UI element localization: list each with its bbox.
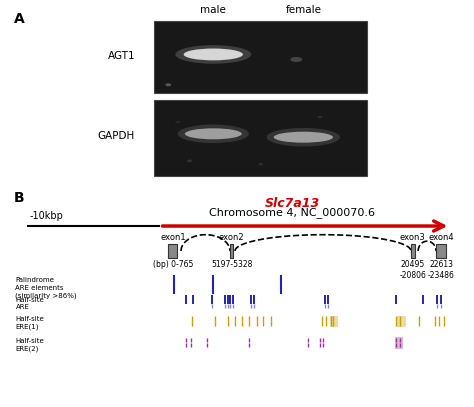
Ellipse shape (318, 116, 322, 118)
Text: AGT1: AGT1 (108, 51, 135, 61)
Ellipse shape (165, 83, 171, 86)
Text: B: B (14, 191, 25, 205)
Bar (168, 244, 177, 258)
Bar (436, 244, 447, 258)
Ellipse shape (178, 125, 249, 143)
Text: female: female (285, 5, 321, 15)
Text: male: male (201, 5, 226, 15)
Ellipse shape (184, 48, 243, 60)
Text: A: A (14, 12, 25, 26)
Bar (154, 21, 367, 93)
Ellipse shape (274, 132, 333, 143)
Ellipse shape (175, 121, 180, 123)
Bar (230, 244, 234, 258)
Bar (411, 244, 415, 258)
Ellipse shape (258, 163, 263, 166)
Text: GAPDH: GAPDH (98, 131, 135, 140)
Bar (395, 337, 403, 349)
Ellipse shape (187, 160, 192, 162)
Text: Half-site
ARE: Half-site ARE (16, 297, 44, 310)
Text: exon3: exon3 (400, 233, 426, 242)
Text: exon2: exon2 (219, 233, 245, 242)
Text: 22613
-23486: 22613 -23486 (428, 260, 455, 280)
Text: Half-site
ERE(2): Half-site ERE(2) (16, 338, 44, 352)
Ellipse shape (175, 45, 251, 64)
Text: 5197-5328: 5197-5328 (211, 260, 252, 269)
Text: Palindrome
ARE elements
(similarity >86%): Palindrome ARE elements (similarity >86%… (16, 277, 77, 298)
Text: 20495
-20806: 20495 -20806 (400, 260, 426, 280)
Bar (154, 100, 367, 176)
Ellipse shape (266, 128, 340, 147)
Bar (330, 315, 338, 328)
Ellipse shape (185, 128, 242, 139)
Text: Half-site
ERE(1): Half-site ERE(1) (16, 316, 44, 330)
Text: Slc7a13: Slc7a13 (264, 197, 320, 210)
Text: (bp) 0-765: (bp) 0-765 (153, 260, 193, 269)
Text: exon4: exon4 (428, 233, 454, 242)
Text: -10kbp: -10kbp (29, 210, 63, 221)
Ellipse shape (290, 57, 302, 62)
Bar (397, 315, 406, 328)
Text: Chromosome 4, NC_000070.6: Chromosome 4, NC_000070.6 (210, 208, 375, 219)
Text: exon1: exon1 (160, 233, 186, 242)
